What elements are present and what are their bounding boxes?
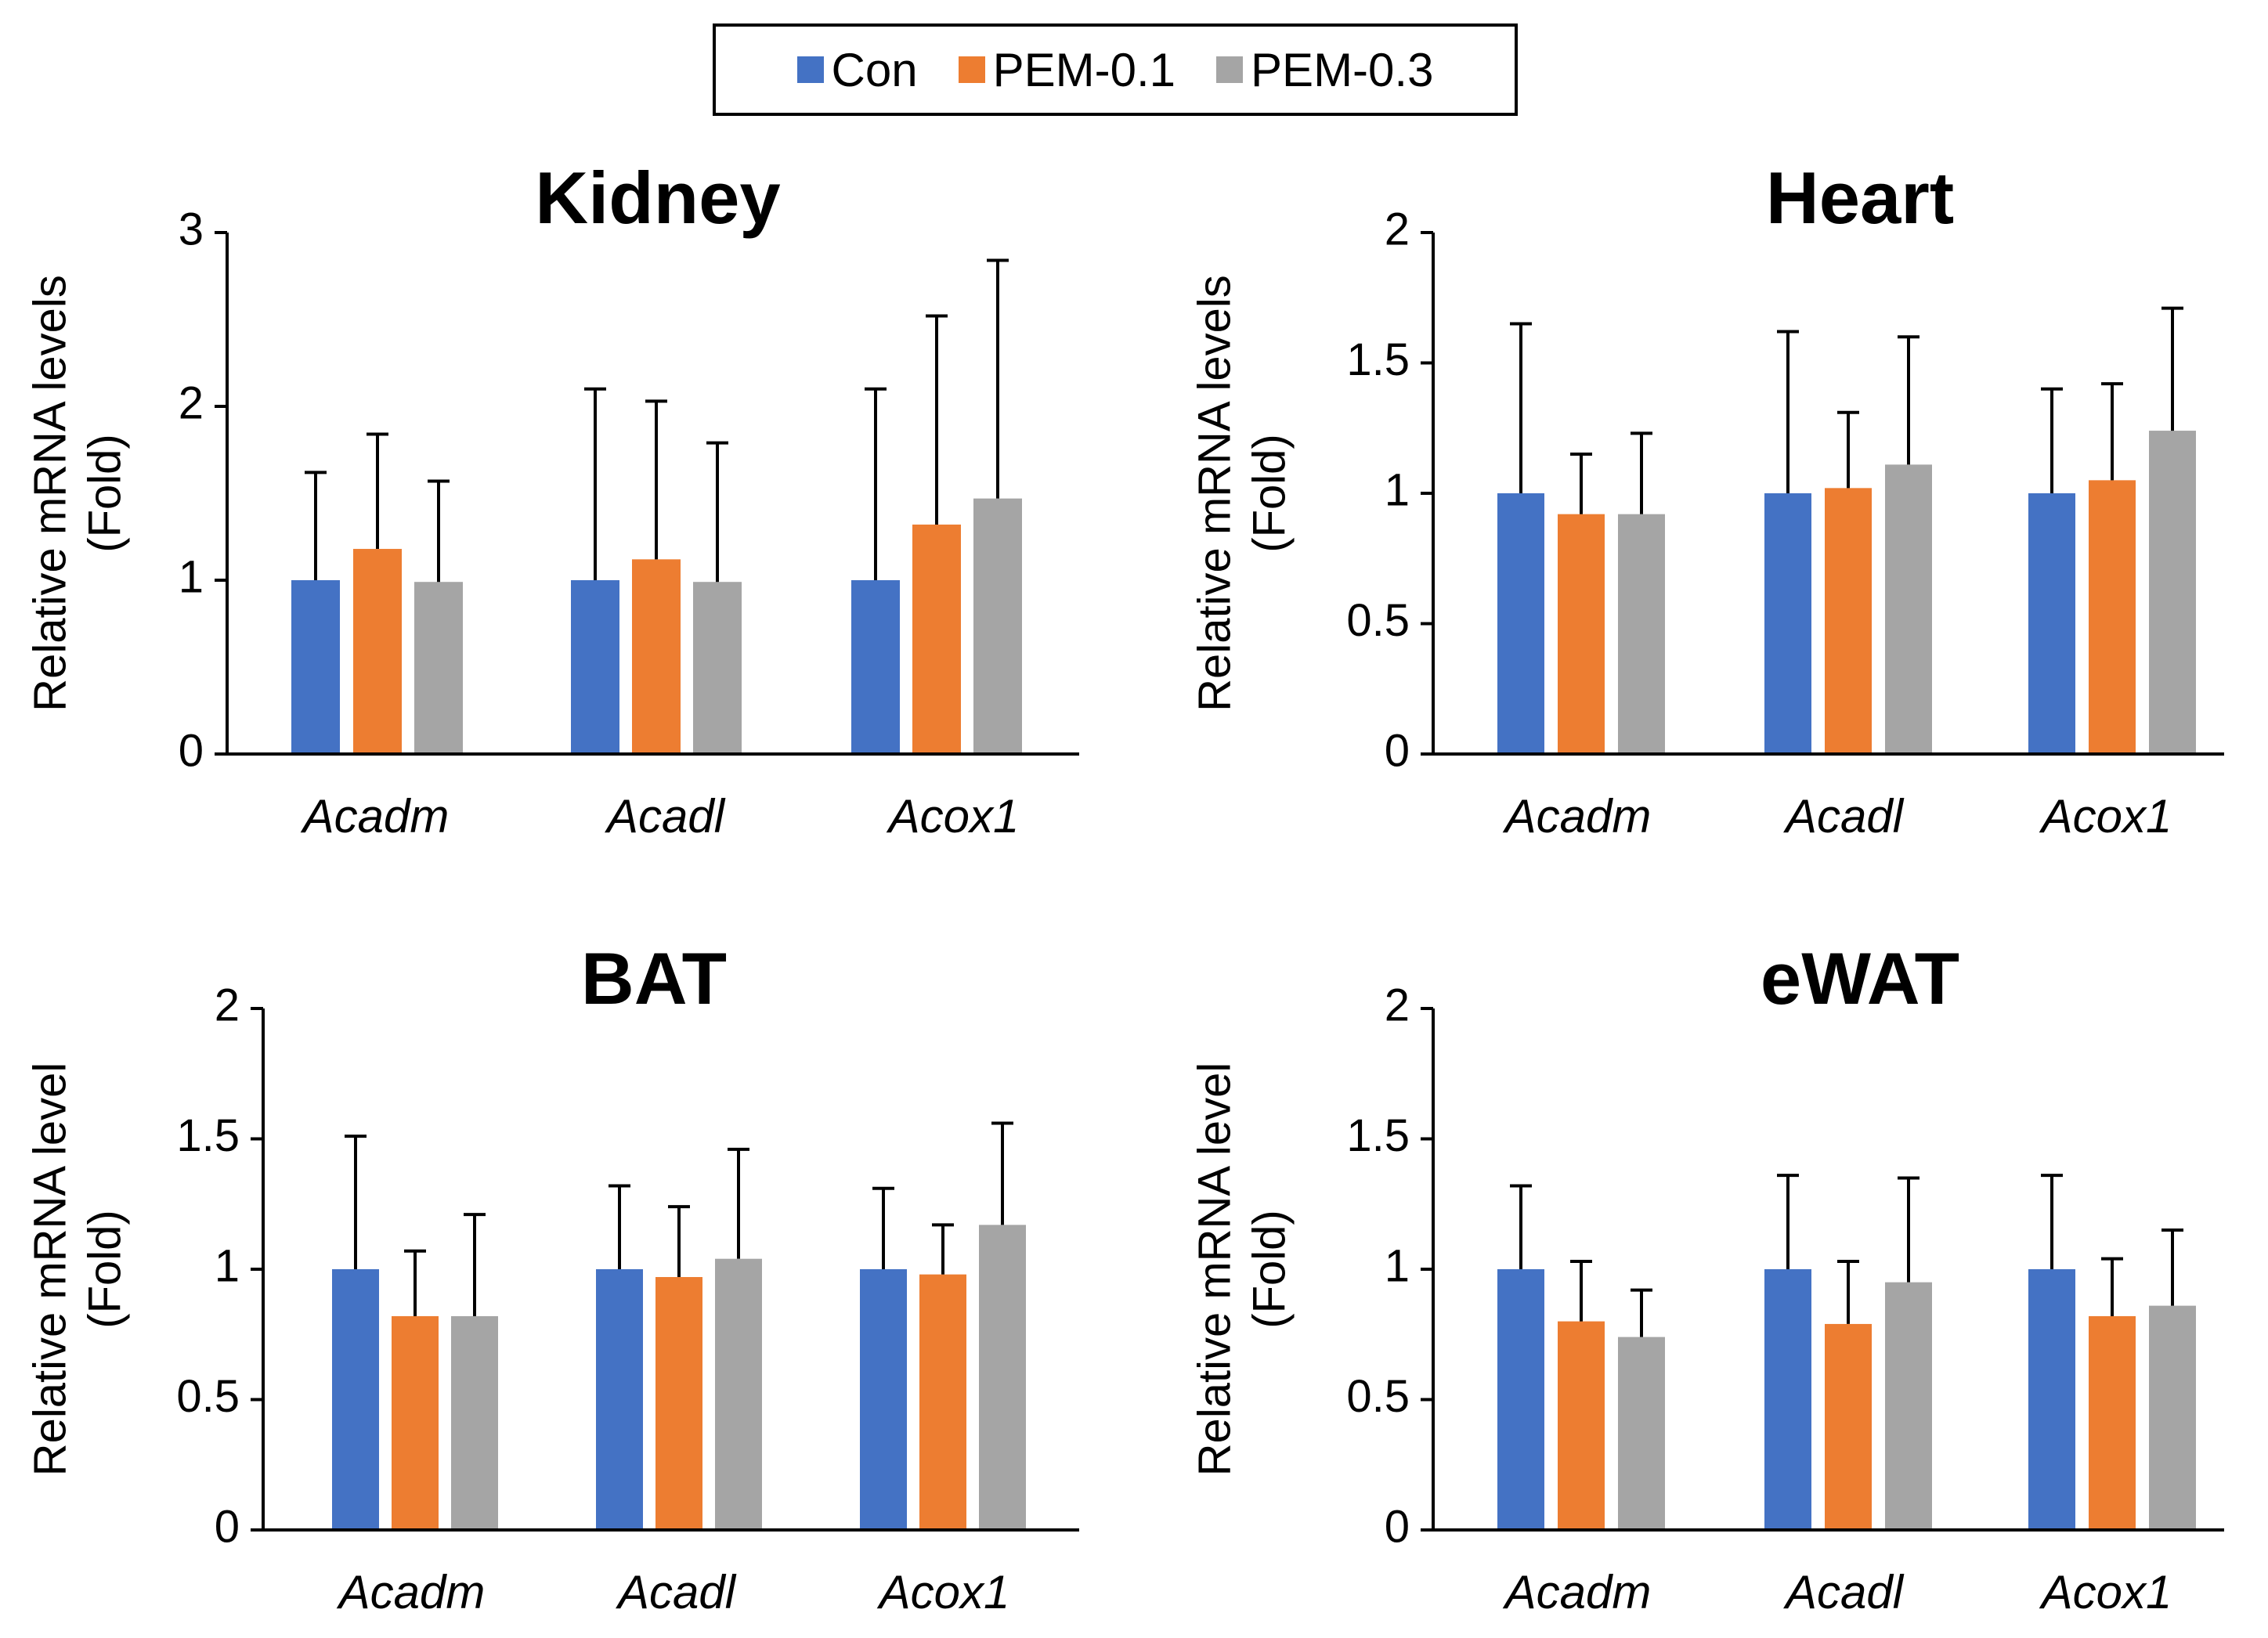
x-category-label-heart-acadm: Acadm	[1503, 790, 1652, 842]
bar-heart-acadm-con	[1497, 493, 1544, 754]
bar-heart-acadm-pem-0.1	[1558, 514, 1605, 754]
legend-swatch-pem-0-1	[958, 56, 985, 83]
bar-heart-acadl-pem-0.1	[1825, 488, 1872, 754]
y-tick-label-bat: 1.5	[176, 1110, 240, 1161]
chart-title-bat: BAT	[581, 937, 727, 1019]
bar-ewat-acadl-pem-0.1	[1825, 1323, 1872, 1530]
legend-label-con: Con	[831, 43, 918, 96]
chart-title-kidney: Kidney	[535, 157, 780, 239]
bar-ewat-acox1-con	[2028, 1269, 2075, 1530]
chart-ewat: eWAT Relative mRNA level (Fold) 0 0.5 1 1.5 2 Ac…	[1189, 937, 2224, 1618]
x-category-label-ewat-acox1: Acox1	[2039, 1566, 2172, 1618]
bar-kidney-acadl-pem-0.3	[693, 582, 742, 754]
y-axis-label-kidney-line-2: (Fold)	[79, 434, 130, 552]
bar-ewat-acox1-pem-0.3	[2149, 1305, 2196, 1530]
x-category-label-kidney-acadm: Acadm	[301, 790, 450, 842]
legend-item-pem-0-3: PEM-0.3	[1216, 43, 1433, 97]
bar-heart-acox1-pem-0.3	[2149, 431, 2196, 754]
y-tick-label-bat: 0	[215, 1501, 240, 1552]
bar-ewat-acox1-pem-0.1	[2089, 1315, 2136, 1530]
y-tick-label-kidney: 2	[179, 377, 204, 428]
bar-bat-acadm-pem-0.1	[392, 1315, 439, 1530]
bar-kidney-acadm-con	[291, 580, 340, 754]
x-category-label-heart-acox1: Acox1	[2039, 790, 2172, 842]
y-axis-label-heart-line-1: Relative mRNA levels	[1189, 275, 1240, 712]
y-tick-label-bat: 0.5	[176, 1371, 240, 1422]
chart-kidney: Kidney Relative mRNA levels (Fold) 0 1 2 3 Acad…	[24, 157, 1079, 842]
y-axis-label-ewat-line-2: (Fold)	[1244, 1210, 1295, 1328]
y-axis-label-ewat-line-1: Relative mRNA level	[1189, 1063, 1240, 1477]
bar-ewat-acadm-pem-0.3	[1618, 1337, 1665, 1530]
y-tick-label-heart: 2	[1385, 204, 1410, 254]
bar-heart-acadm-pem-0.3	[1618, 514, 1665, 754]
bar-ewat-acadm-con	[1497, 1269, 1544, 1530]
bar-kidney-acadl-con	[571, 580, 619, 754]
bar-bat-acadl-pem-0.3	[715, 1258, 762, 1530]
bar-kidney-acox1-pem-0.1	[912, 524, 961, 754]
x-category-label-bat-acadm: Acadm	[337, 1566, 486, 1618]
bar-ewat-acadm-pem-0.1	[1558, 1321, 1605, 1530]
chart-title-heart: Heart	[1766, 157, 1954, 239]
bar-ewat-acadl-pem-0.3	[1885, 1282, 1932, 1530]
x-category-label-bat-acox1: Acox1	[877, 1566, 1010, 1618]
y-tick-label-heart: 0.5	[1346, 595, 1410, 646]
legend-label-pem-0-1: PEM-0.1	[992, 43, 1176, 96]
y-tick-label-heart: 1.5	[1346, 334, 1410, 385]
y-tick-label-ewat: 1	[1385, 1240, 1410, 1291]
y-tick-label-ewat: 1.5	[1346, 1110, 1410, 1161]
legend-swatch-pem-0-3	[1216, 56, 1244, 83]
bar-bat-acox1-con	[860, 1269, 907, 1530]
y-tick-label-bat: 1	[215, 1240, 240, 1291]
y-tick-label-kidney: 0	[179, 725, 204, 776]
bar-bat-acox1-pem-0.3	[979, 1225, 1026, 1530]
bar-bat-acadm-con	[332, 1269, 379, 1530]
bar-ewat-acadl-con	[1764, 1269, 1811, 1530]
bar-bat-acadl-pem-0.1	[655, 1276, 702, 1530]
y-tick-label-ewat: 2	[1385, 980, 1410, 1030]
bar-heart-acadl-pem-0.3	[1885, 464, 1932, 754]
bar-heart-acox1-pem-0.1	[2089, 480, 2136, 754]
y-tick-label-heart: 0	[1385, 725, 1410, 776]
bar-kidney-acadl-pem-0.1	[632, 559, 681, 754]
x-category-label-heart-acadl: Acadl	[1783, 790, 1905, 842]
x-category-label-kidney-acadl: Acadl	[605, 790, 726, 842]
y-axis-label-bat-line-2: (Fold)	[79, 1210, 130, 1328]
chart-bat: BAT Relative mRNA level (Fold) 0 0.5 1 1.5 2 Aca…	[24, 937, 1079, 1618]
chart-heart: Heart Relative mRNA levels (Fold) 0 0.5 1 1.5 2…	[1189, 157, 2224, 842]
bar-kidney-acox1-pem-0.3	[973, 498, 1022, 754]
x-category-label-bat-acadl: Acadl	[616, 1566, 737, 1618]
legend-item-pem-0-1: PEM-0.1	[958, 43, 1176, 97]
legend-item-con: Con	[796, 43, 918, 97]
y-tick-label-kidney: 1	[179, 551, 204, 602]
y-axis-label-kidney-line-1: Relative mRNA levels	[24, 275, 75, 712]
x-category-label-ewat-acadl: Acadl	[1783, 1566, 1905, 1618]
bar-bat-acox1-pem-0.1	[919, 1274, 966, 1530]
y-tick-label-ewat: 0	[1385, 1501, 1410, 1552]
y-tick-label-bat: 2	[215, 980, 240, 1030]
legend-swatch-con	[796, 56, 824, 83]
bar-kidney-acox1-con	[851, 580, 900, 754]
bar-bat-acadm-pem-0.3	[451, 1315, 498, 1530]
y-tick-label-heart: 1	[1385, 464, 1410, 515]
y-axis-label-heart-line-2: (Fold)	[1244, 434, 1295, 552]
legend: Con PEM-0.1 PEM-0.3	[713, 23, 1518, 116]
chart-title-ewat: eWAT	[1761, 937, 1959, 1019]
bar-kidney-acadm-pem-0.3	[414, 582, 463, 754]
y-tick-label-ewat: 0.5	[1346, 1371, 1410, 1422]
bar-heart-acadl-con	[1764, 493, 1811, 754]
legend-label-pem-0-3: PEM-0.3	[1251, 43, 1434, 96]
x-category-label-kidney-acox1: Acox1	[887, 790, 1020, 842]
bar-heart-acox1-con	[2028, 493, 2075, 754]
bar-bat-acadl-con	[596, 1269, 643, 1530]
bar-kidney-acadm-pem-0.1	[353, 549, 402, 754]
x-category-label-ewat-acadm: Acadm	[1503, 1566, 1652, 1618]
y-axis-label-bat-line-1: Relative mRNA level	[24, 1063, 75, 1477]
y-tick-label-kidney: 3	[179, 204, 204, 254]
